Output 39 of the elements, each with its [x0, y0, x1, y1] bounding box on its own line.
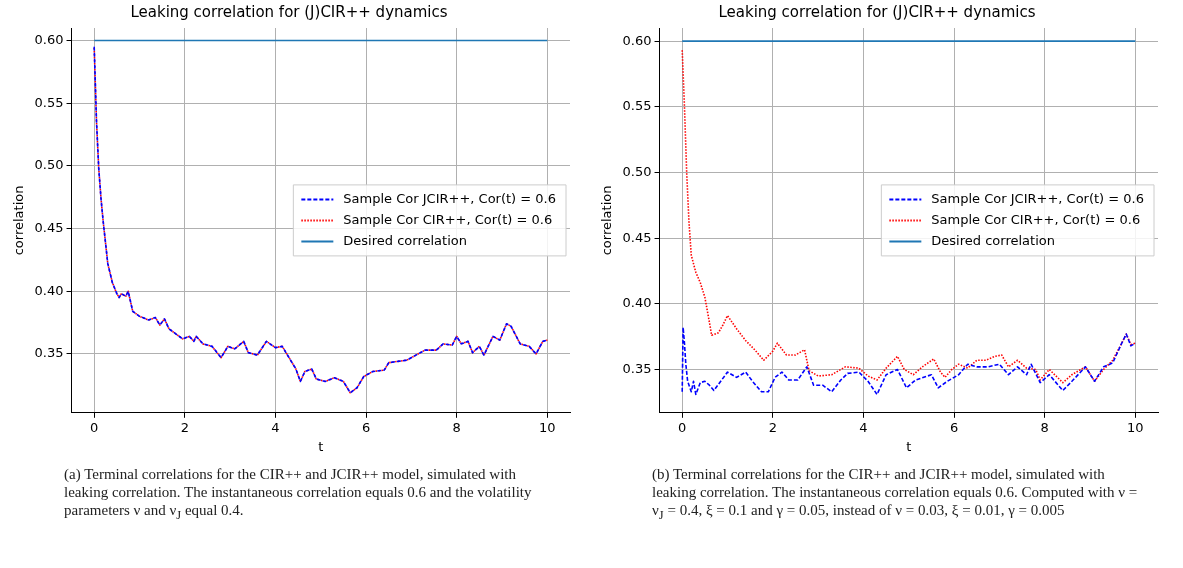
legend-label: Sample Cor JCIR++, Cor(t) = 0.6: [931, 190, 1145, 206]
x-axis-title: t: [906, 438, 912, 454]
x-tick-label: 6: [949, 419, 959, 435]
y-tick-label: 0.45: [622, 229, 652, 245]
y-tick-label: 0.55: [622, 98, 652, 114]
x-tick-label: 10: [539, 419, 556, 435]
x-tick-label: 2: [180, 419, 189, 435]
legend-label: Sample Cor JCIR++, Cor(t) = 0.6: [343, 190, 557, 206]
chart-title: Leaking correlation for (J)CIR++ dynamics: [718, 2, 1036, 21]
x-tick-label: 8: [452, 419, 461, 435]
y-tick-label: 0.40: [622, 295, 652, 311]
y-axis-title: correlation: [11, 185, 27, 256]
chart-title: Leaking correlation for (J)CIR++ dynamics: [130, 2, 448, 21]
y-tick-label: 0.55: [34, 94, 64, 110]
y-tick-label: 0.60: [34, 31, 64, 47]
x-tick-label: 6: [361, 419, 371, 435]
text: (a) Terminal correlations for the CIR++ and JCIR++ model, simulated with leaking correlation. The instantaneous correlation equals 0.6 and the volatility parameters ν and ν$_{J}$ equal 0.4.: [64, 465, 533, 524]
y-tick-label: 0.40: [34, 282, 64, 298]
x-tick-label: 0: [678, 419, 687, 435]
x-tick-label: 8: [1040, 419, 1049, 435]
y-tick-label: 0.50: [622, 163, 652, 179]
y-tick-label: 0.50: [34, 157, 64, 173]
y-tick-label: 0.60: [622, 32, 652, 48]
x-axis-title: t: [318, 438, 324, 454]
y-tick-label: 0.35: [622, 360, 652, 376]
x-tick-label: 4: [271, 419, 280, 435]
y-tick-label: 0.35: [34, 345, 64, 361]
y-axis-title: correlation: [599, 185, 615, 256]
legend-label: Desired correlation: [343, 232, 467, 248]
x-tick-label: 2: [768, 419, 777, 435]
x-tick-label: 10: [1127, 419, 1144, 435]
text: (b) Terminal correlations for the CIR++ and JCIR++ model, simulated with leaking correlation. The instantaneous correlation equals 0.6. Computed with ν = ν$_{J}$ = 0.4, ξ = 0.1 and γ = 0.05, instead of ν = 0.03, ξ = 0.01, γ = 0.005: [652, 465, 1139, 524]
legend-label: Sample Cor CIR++, Cor(t) = 0.6: [343, 211, 553, 227]
legend-label: Desired correlation: [931, 232, 1055, 248]
x-tick-label: 4: [859, 419, 868, 435]
x-tick-label: 0: [90, 419, 99, 435]
legend-label: Sample Cor CIR++, Cor(t) = 0.6: [931, 211, 1141, 227]
line-series: [681, 326, 1137, 396]
y-tick-label: 0.45: [34, 219, 64, 235]
